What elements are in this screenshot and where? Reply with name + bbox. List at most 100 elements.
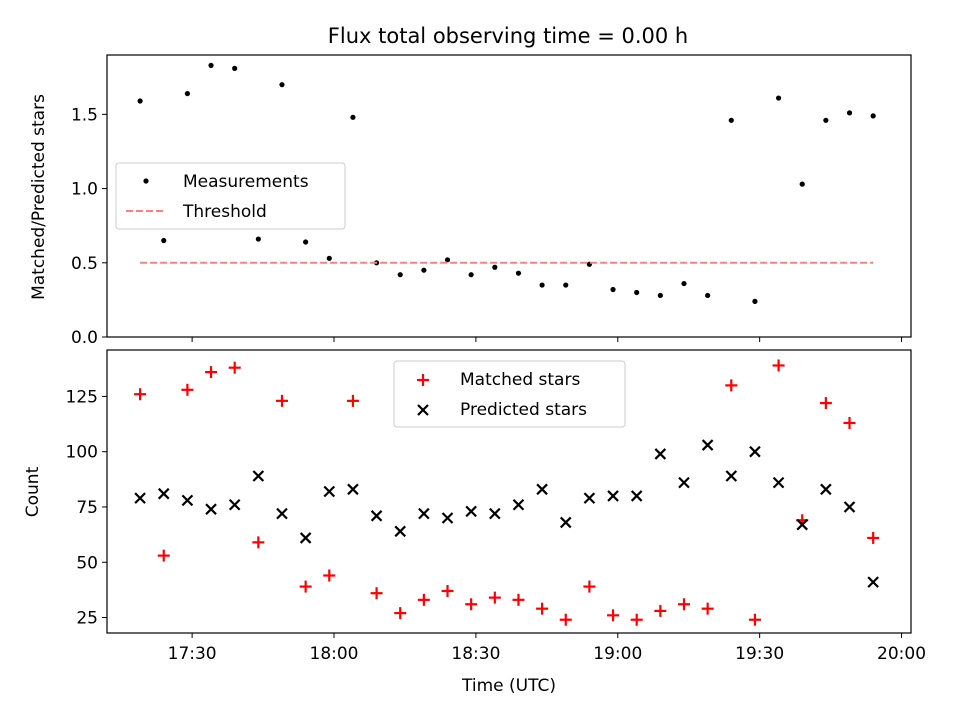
measurement-point — [870, 113, 876, 119]
measurement-point — [823, 117, 829, 123]
bottom-y-tick-label: 25 — [76, 609, 98, 629]
matched-stars-point — [157, 549, 170, 562]
matched-stars-point — [819, 397, 832, 410]
measurement-point — [681, 280, 687, 287]
x-tick-label: 19:30 — [735, 644, 784, 664]
predicted-stars-point — [418, 507, 430, 520]
predicted-stars-point — [157, 487, 170, 500]
top-y-axis-label: Matched/Predicted stars — [29, 94, 49, 300]
matched-stars-point — [181, 383, 194, 396]
x-tick-label: 18:00 — [310, 644, 359, 664]
predicted-stars-point — [370, 510, 383, 522]
predicted-stars-point — [867, 576, 879, 588]
matched-stars-point — [843, 416, 856, 429]
matched-stars-point — [583, 580, 596, 593]
measurement-point — [350, 114, 356, 120]
measurement-point — [232, 65, 238, 71]
legend-matched-marker — [417, 374, 429, 386]
matched-stars-point — [488, 591, 501, 604]
measurement-point — [421, 267, 427, 273]
bottom-y-tick-label: 100 — [66, 443, 98, 463]
matched-stars-point — [654, 604, 667, 617]
top-axes-frame — [106, 54, 912, 338]
measurement-point — [397, 272, 403, 278]
predicted-stars-point — [583, 492, 596, 504]
top-legend: Measurements Threshold — [115, 162, 346, 230]
matched-stars-point — [701, 602, 714, 615]
measurement-point — [846, 110, 853, 116]
measurement-point — [752, 298, 758, 304]
measurement-point — [444, 257, 451, 263]
matched-stars-point — [772, 359, 785, 372]
top-y-tick-label: 1.5 — [71, 105, 98, 125]
matched-stars-point — [394, 607, 407, 620]
measurement-point — [610, 286, 616, 293]
matched-stars-point — [867, 531, 880, 544]
measurement-point — [279, 82, 285, 88]
matched-stars-point — [228, 361, 241, 374]
matched-stars-point — [725, 379, 738, 392]
matched-stars-point — [512, 593, 525, 606]
predicted-stars-point — [630, 490, 643, 502]
legend-measurements-label: Measurements — [183, 172, 309, 192]
matched-stars-point — [441, 584, 454, 597]
predicted-stars-point — [252, 470, 265, 482]
measurement-point — [634, 289, 640, 296]
legend-measurements-marker — [143, 178, 149, 184]
bottom-panel: 25 50 75 100 125 17:30 18:00 18:30 19:00 19:30 20:… — [23, 349, 926, 696]
predicted-stars-point — [607, 490, 619, 502]
measurement-point — [515, 270, 522, 276]
predicted-stars-point — [725, 470, 738, 482]
matched-stars-point — [630, 613, 643, 626]
predicted-stars-point — [820, 483, 832, 496]
legend-threshold-label: Threshold — [182, 202, 267, 222]
predicted-stars-point — [772, 476, 785, 489]
predicted-stars-point — [134, 492, 146, 504]
predicted-stars-point — [654, 448, 667, 460]
predicted-stars-point — [559, 516, 572, 529]
predicted-stars-point — [276, 507, 288, 520]
legend-predicted-label: Predicted stars — [460, 400, 587, 420]
x-axis-label: Time (UTC) — [461, 676, 556, 696]
predicted-stars-point — [299, 532, 312, 544]
bottom-y-tick-label: 125 — [66, 387, 98, 407]
bottom-legend-box — [393, 360, 626, 428]
matched-stars-point — [607, 609, 620, 622]
measurement-point — [208, 62, 214, 68]
x-tick-label: 20:00 — [877, 644, 926, 664]
predicted-stars-point — [512, 498, 525, 511]
top-y-tick-label: 0.5 — [71, 254, 98, 274]
matched-stars-point — [205, 366, 218, 379]
predicted-stars-point — [489, 507, 501, 520]
matched-stars-point — [134, 388, 147, 401]
x-tick-label: 17:30 — [168, 644, 217, 664]
matched-stars-point — [323, 569, 336, 582]
measurement-point — [728, 117, 734, 123]
measurement-point — [492, 264, 498, 270]
bottom-legend: Matched stars Predicted stars — [393, 360, 626, 428]
predicted-stars-point — [394, 525, 407, 538]
predicted-stars-point — [347, 483, 359, 496]
predicted-stars-point — [749, 445, 761, 458]
measurement-point — [137, 98, 143, 104]
bottom-y-tick-label: 75 — [76, 498, 98, 518]
matched-stars-point — [275, 394, 288, 407]
predicted-stars-point — [441, 512, 454, 524]
measurement-point — [184, 90, 190, 97]
legend-predicted-marker — [417, 404, 429, 416]
legend-matched-label: Matched stars — [460, 370, 580, 390]
predicted-stars-point — [205, 503, 217, 515]
predicted-stars-point — [323, 485, 336, 498]
x-tick-label: 18:30 — [451, 644, 500, 664]
measurement-point — [539, 282, 545, 288]
measurement-point — [326, 255, 332, 261]
predicted-stars-point — [843, 501, 856, 513]
predicted-stars-point — [536, 483, 548, 496]
top-y-tick-label: 1.0 — [71, 180, 98, 200]
measurement-point — [775, 95, 782, 101]
matched-stars-point — [465, 598, 478, 611]
predicted-stars-point — [181, 494, 194, 507]
predicted-stars-point — [228, 498, 241, 511]
bottom-axes-frame — [106, 349, 912, 634]
